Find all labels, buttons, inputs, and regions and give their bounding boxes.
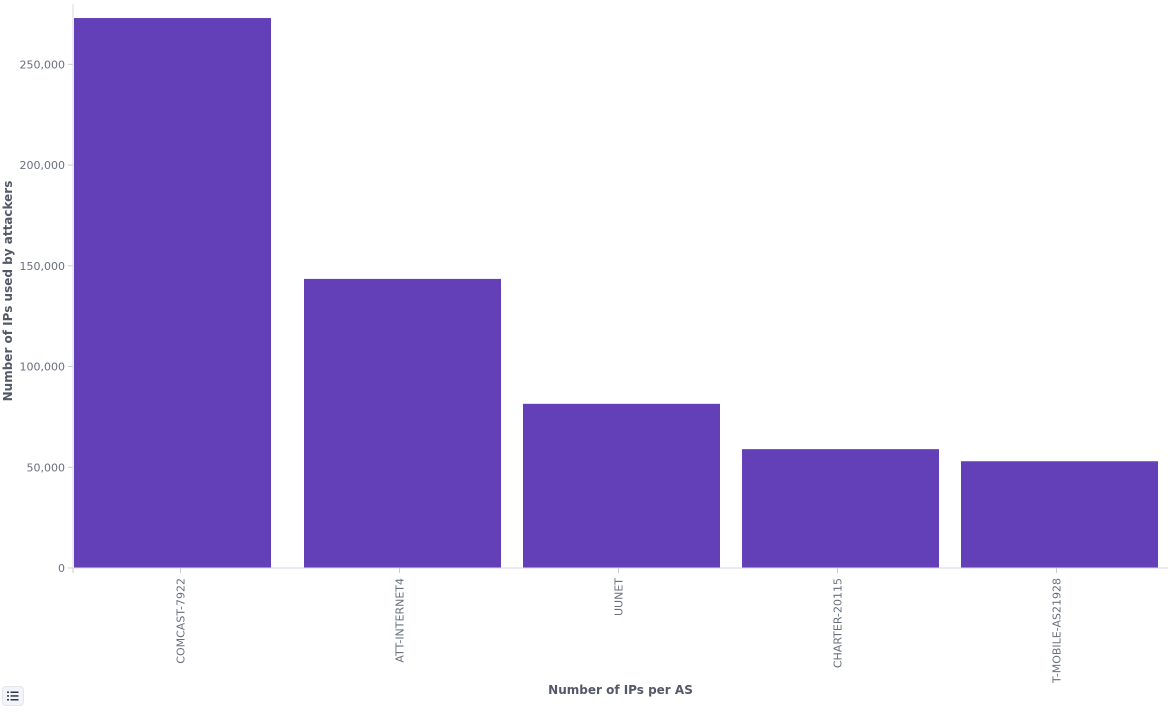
y-tick-label: 100,000 bbox=[20, 361, 66, 374]
x-tick-label: UUNET bbox=[613, 578, 626, 616]
x-tick-label: COMCAST-7922 bbox=[175, 578, 188, 664]
legend-toggle-button[interactable] bbox=[2, 686, 24, 706]
x-axis-title: Number of IPs per AS bbox=[548, 683, 693, 697]
y-tick-label: 200,000 bbox=[20, 159, 66, 172]
bars-group bbox=[74, 18, 1158, 568]
x-tick-label: ATT-INTERNET4 bbox=[394, 578, 407, 663]
bar-t-mobile-as21928[interactable] bbox=[961, 461, 1158, 568]
y-axis-ticks: 0 50,000 100,000 150,000 200,000 250,000 bbox=[20, 58, 73, 575]
axes-group bbox=[72, 4, 1168, 569]
bar-att-internet4[interactable] bbox=[304, 278, 501, 568]
list-icon bbox=[7, 691, 19, 701]
y-tick-label: 0 bbox=[58, 562, 65, 575]
x-tick-label: CHARTER-20115 bbox=[832, 578, 845, 668]
y-axis-title: Number of IPs used by attackers bbox=[1, 181, 15, 402]
x-tick-label: T-MOBILE-AS21928 bbox=[1051, 578, 1064, 684]
bar-uunet[interactable] bbox=[523, 403, 720, 568]
bar-charter-20115[interactable] bbox=[742, 449, 939, 568]
y-tick-label: 150,000 bbox=[20, 260, 66, 273]
bar-comcast-7922[interactable] bbox=[74, 18, 271, 568]
y-tick-label: 50,000 bbox=[27, 461, 66, 474]
x-axis-ticks: COMCAST-7922 ATT-INTERNET4 UUNET CHARTER-20… bbox=[72, 568, 1064, 684]
y-tick-label: 250,000 bbox=[20, 58, 66, 71]
